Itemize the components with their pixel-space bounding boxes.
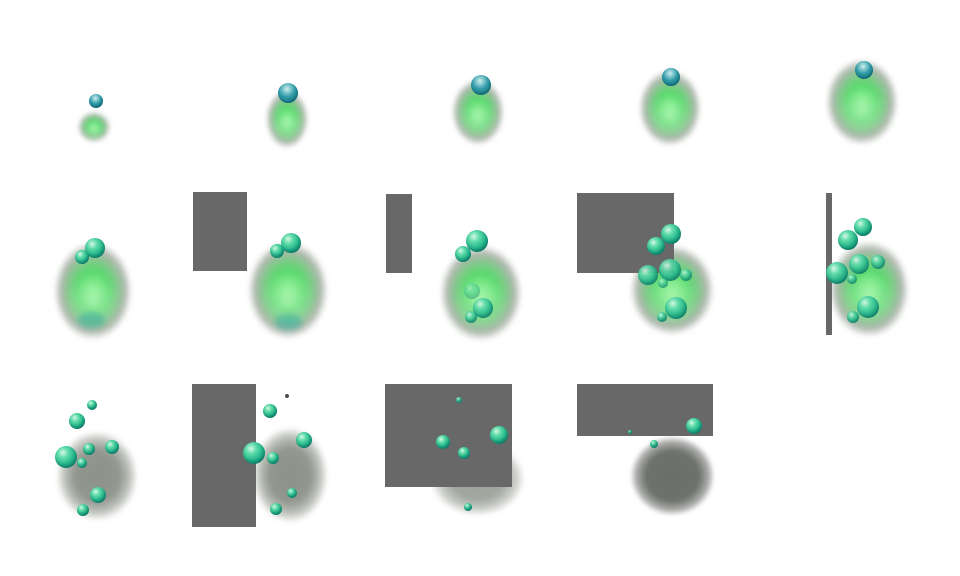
gray-block [193, 192, 247, 271]
smoke-cloud [440, 245, 522, 341]
bubble [662, 68, 680, 86]
sprite-frame-r2c3 [384, 192, 576, 384]
smoke-cloud [56, 431, 138, 521]
sprite-frame-r2c5 [768, 192, 960, 384]
smoke-cloud [252, 427, 328, 523]
bubble [243, 442, 265, 464]
bubble [464, 283, 480, 299]
bubble [87, 400, 97, 410]
bubble [456, 397, 462, 403]
gray-block [386, 194, 412, 273]
bubble [647, 237, 665, 255]
sprite-frame-r2c1 [0, 192, 192, 384]
sprite-frame-r3c4 [576, 384, 768, 576]
bubble [77, 504, 89, 516]
bubble [281, 233, 301, 253]
bubble [83, 443, 95, 455]
bubble [628, 430, 632, 434]
sprite-frame-r2c4 [576, 192, 768, 384]
sprite-frame-r3c5 [768, 384, 960, 576]
bubble [658, 278, 668, 288]
bubble [77, 312, 105, 328]
bubble [471, 75, 491, 95]
bubble [838, 230, 858, 250]
bubble [296, 432, 312, 448]
gray-block [577, 193, 674, 273]
speck [285, 394, 289, 398]
bubble [464, 503, 472, 511]
bubble [686, 418, 702, 434]
sprite-frame-r1c5 [768, 0, 960, 192]
bubble [826, 262, 848, 284]
bubble [458, 447, 470, 459]
sprite-frame-r3c3 [384, 384, 576, 576]
bubble [263, 404, 277, 418]
bubble [473, 298, 493, 318]
bubble [85, 238, 105, 258]
bubble [847, 274, 857, 284]
bubble [638, 265, 658, 285]
bubble [857, 296, 879, 318]
bubble [465, 311, 477, 323]
bubble [436, 435, 450, 449]
bubble [278, 83, 298, 103]
sprite-frame-r2c2 [192, 192, 384, 384]
bubble [680, 269, 692, 281]
smoke-cloud [629, 436, 715, 516]
bubble [69, 413, 85, 429]
bubble [270, 503, 282, 515]
bubble [89, 94, 103, 108]
sprite-frame-r3c1 [0, 384, 192, 576]
bubble [90, 487, 106, 503]
bubble [847, 311, 859, 323]
bubble [287, 488, 297, 498]
sprite-frame-r3c2 [192, 384, 384, 576]
bubble [105, 440, 119, 454]
bubble [650, 440, 658, 448]
sprite-frame-r1c4 [576, 0, 768, 192]
bubble [274, 314, 302, 330]
bubble [849, 254, 869, 274]
sprite-frame-r1c3 [384, 0, 576, 192]
bubble [267, 452, 279, 464]
bubble [455, 246, 471, 262]
bubble [55, 446, 77, 468]
bubble [855, 61, 873, 79]
bubble [871, 255, 885, 269]
smoke-cloud [829, 241, 909, 337]
bubble [77, 458, 87, 468]
sprite-frame-r1c1 [0, 0, 192, 192]
bubble [657, 312, 667, 322]
bubble [661, 224, 681, 244]
bubble [75, 250, 89, 264]
bubble [466, 230, 488, 252]
bubble [665, 297, 687, 319]
bubble [270, 244, 284, 258]
bubble [854, 218, 872, 236]
sprite-frame-r1c2 [192, 0, 384, 192]
bubble [659, 259, 681, 281]
bubble [490, 426, 508, 444]
smoke-cloud [78, 112, 110, 142]
